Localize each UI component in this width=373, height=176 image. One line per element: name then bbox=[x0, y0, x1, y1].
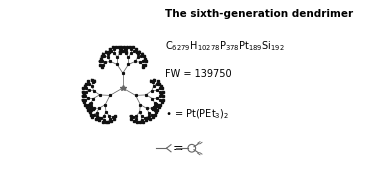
Text: $\bullet$ = Pt(PEt$_3$)$_2$: $\bullet$ = Pt(PEt$_3$)$_2$ bbox=[165, 107, 229, 121]
Text: C$_{6279}$H$_{10278}$P$_{378}$Pt$_{189}$Si$_{192}$: C$_{6279}$H$_{10278}$P$_{378}$Pt$_{189}$… bbox=[165, 39, 284, 53]
Text: The sixth-generation dendrimer: The sixth-generation dendrimer bbox=[165, 10, 353, 19]
Text: =: = bbox=[172, 142, 183, 155]
Text: FW = 139750: FW = 139750 bbox=[165, 69, 231, 79]
